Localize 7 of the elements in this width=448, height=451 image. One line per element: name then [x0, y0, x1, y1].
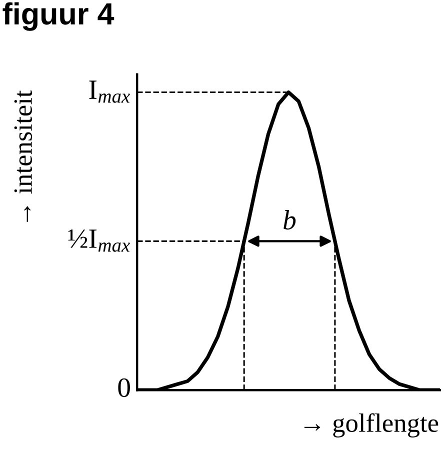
chart-title: figuur 4	[2, 2, 114, 31]
ref-line-label: I$_{max}$	[89, 80, 130, 103]
x-axis-title: → golflengte	[304, 413, 438, 438]
ref-line-label: ½I$_{max}$	[68, 230, 130, 252]
y-axis-title: → intensiteit	[14, 90, 32, 222]
annotation: b	[284, 210, 296, 230]
ref-line-label: 0	[118, 378, 130, 398]
